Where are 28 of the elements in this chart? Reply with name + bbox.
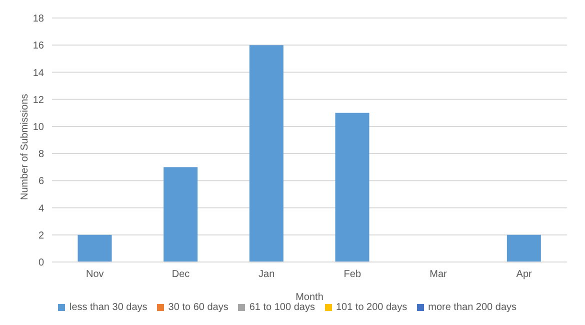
x-tick-label: Jan [258,269,275,280]
legend-label: more than 200 days [428,302,517,313]
bar [78,234,112,262]
y-tick-label: 6 [38,176,44,188]
y-tick-label: 2 [38,230,44,242]
x-tick-label: Nov [86,269,104,280]
bar [164,167,198,262]
bar [249,45,284,262]
y-tick-label: 12 [32,94,44,106]
legend-label: 101 to 200 days [336,302,408,313]
y-tick-label: 0 [38,258,44,269]
x-tick-label: Dec [172,269,190,280]
y-tick-label: 10 [32,122,44,133]
y-axis-title: Number of Submissions [20,94,31,200]
x-tick-label: Mar [430,269,448,280]
legend-label: 61 to 100 days [249,302,315,313]
bar [506,234,541,262]
y-tick-label: 16 [32,40,44,52]
y-tick-label: 14 [32,68,44,79]
y-tick-label: 18 [32,14,44,25]
bar [335,112,370,262]
legend-label: less than 30 days [69,302,148,313]
legend-label: 30 to 60 days [168,302,228,313]
x-tick-label: Apr [516,269,533,280]
y-tick-label: 4 [38,203,44,214]
y-tick-label: 8 [38,149,44,160]
x-axis-title: Month [296,292,324,303]
x-tick-label: Feb [344,269,362,280]
